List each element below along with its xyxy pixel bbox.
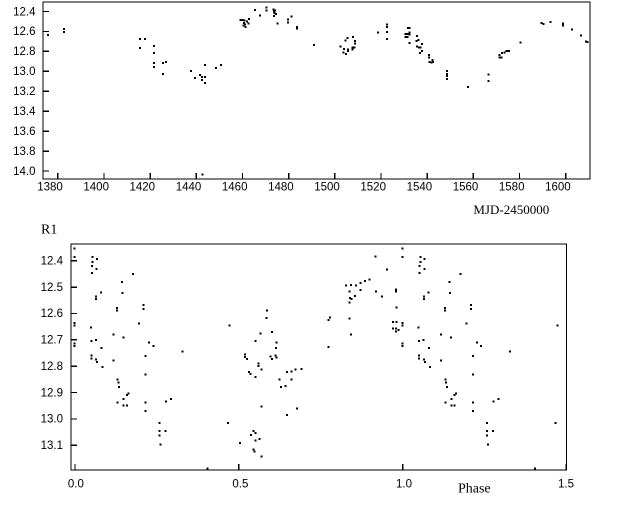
svg-text:13.8: 13.8 xyxy=(13,146,35,158)
svg-text:12.8: 12.8 xyxy=(13,46,35,58)
svg-text:0.5: 0.5 xyxy=(232,479,248,491)
svg-text:1.5: 1.5 xyxy=(558,479,574,491)
svg-text:1400: 1400 xyxy=(83,182,109,194)
svg-text:MJD-2450000: MJD-2450000 xyxy=(473,202,549,217)
svg-text:12.4: 12.4 xyxy=(41,256,64,268)
svg-text:12.6: 12.6 xyxy=(41,308,63,320)
svg-text:1480: 1480 xyxy=(268,182,294,194)
svg-text:1580: 1580 xyxy=(499,182,525,194)
svg-text:13.2: 13.2 xyxy=(13,86,35,98)
svg-text:1380: 1380 xyxy=(37,182,63,194)
svg-text:13.0: 13.0 xyxy=(13,66,35,78)
svg-text:1520: 1520 xyxy=(360,182,386,194)
svg-text:12.6: 12.6 xyxy=(13,26,35,38)
svg-text:1440: 1440 xyxy=(176,182,202,194)
svg-text:13.0: 13.0 xyxy=(41,414,63,426)
svg-text:14.0: 14.0 xyxy=(13,166,35,178)
svg-text:12.4: 12.4 xyxy=(13,6,36,18)
svg-text:1420: 1420 xyxy=(130,182,156,194)
svg-text:12.8: 12.8 xyxy=(41,361,63,373)
svg-text:12.7: 12.7 xyxy=(41,335,63,347)
svg-text:13.6: 13.6 xyxy=(13,126,35,138)
svg-text:0.0: 0.0 xyxy=(68,479,84,491)
svg-text:1500: 1500 xyxy=(314,182,340,194)
svg-text:1540: 1540 xyxy=(407,182,433,194)
svg-text:1600: 1600 xyxy=(545,182,571,194)
svg-text:R1: R1 xyxy=(41,222,57,237)
svg-text:1560: 1560 xyxy=(453,182,479,194)
svg-text:13.4: 13.4 xyxy=(13,106,36,118)
svg-text:Phase: Phase xyxy=(458,481,491,496)
svg-text:13.1: 13.1 xyxy=(41,440,63,452)
svg-text:1.0: 1.0 xyxy=(396,479,412,491)
svg-text:12.9: 12.9 xyxy=(41,387,63,399)
svg-text:12.5: 12.5 xyxy=(41,282,63,294)
svg-text:1460: 1460 xyxy=(222,182,248,194)
